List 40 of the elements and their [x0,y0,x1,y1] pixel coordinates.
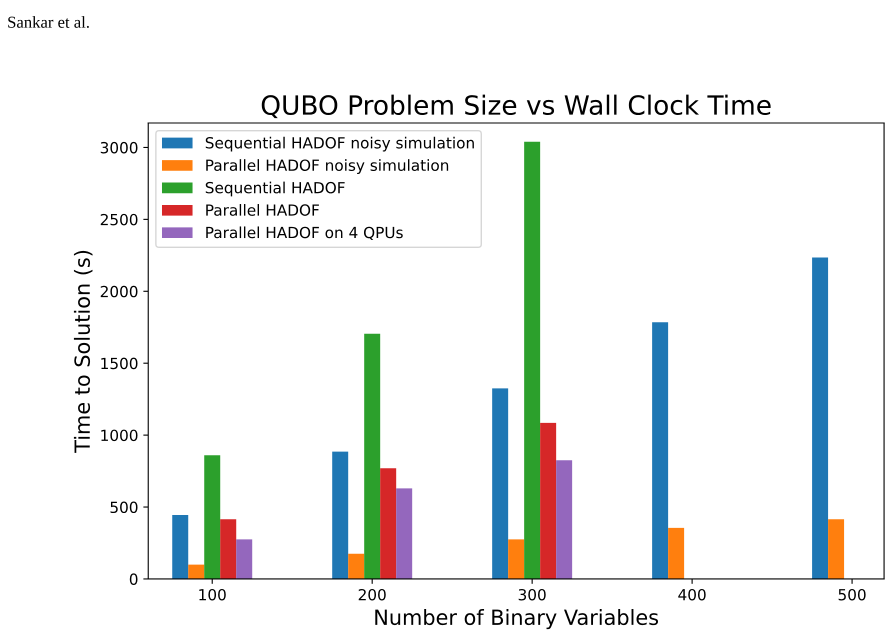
bar [828,519,844,579]
bar [204,455,220,579]
bar [492,388,508,579]
bar [668,528,684,579]
y-tick-label: 2000 [100,286,138,298]
legend-label: Sequential HADOF noisy simulation [206,136,474,152]
x-axis-title: Number of Binary Variables [375,609,658,630]
y-tick-label: 1000 [101,430,138,442]
x-tick-label: 100 [199,588,226,601]
bar [540,422,556,579]
bar [380,468,396,579]
y-tick-label: 1500 [101,358,138,370]
bar [396,488,412,579]
bar [364,334,380,579]
y-tick-label: 2500 [100,214,138,226]
text: Sankar et al. [8,16,89,28]
legend-label: Parallel HADOF on 4 QPUs [206,226,403,240]
y-tick-label: 3000 [100,142,138,154]
legend-label: Parallel HADOF [206,204,319,216]
bar [652,322,668,579]
bar [188,564,204,579]
bar [508,539,524,579]
legend-label: Parallel HADOF noisy simulation [206,159,448,174]
chart-title: QUBO Problem Size vs Wall Clock Time [262,94,771,118]
x-tick-label: 400 [678,588,706,601]
legend-label: Sequential HADOF [206,182,345,196]
x-tick-label: 500 [838,588,866,601]
y-tick-label: 0 [130,573,138,585]
bar [172,514,188,579]
bar [236,539,252,579]
x-tick-label: 200 [358,588,386,601]
bar [220,519,236,579]
bar [332,452,348,579]
y-axis-title: Time to Solution (s) [74,250,92,453]
x-tick-label: 300 [518,588,546,601]
bar [348,554,364,579]
bar [812,257,828,579]
bar [556,460,572,579]
bar [524,142,540,579]
y-tick-label: 500 [110,502,138,514]
